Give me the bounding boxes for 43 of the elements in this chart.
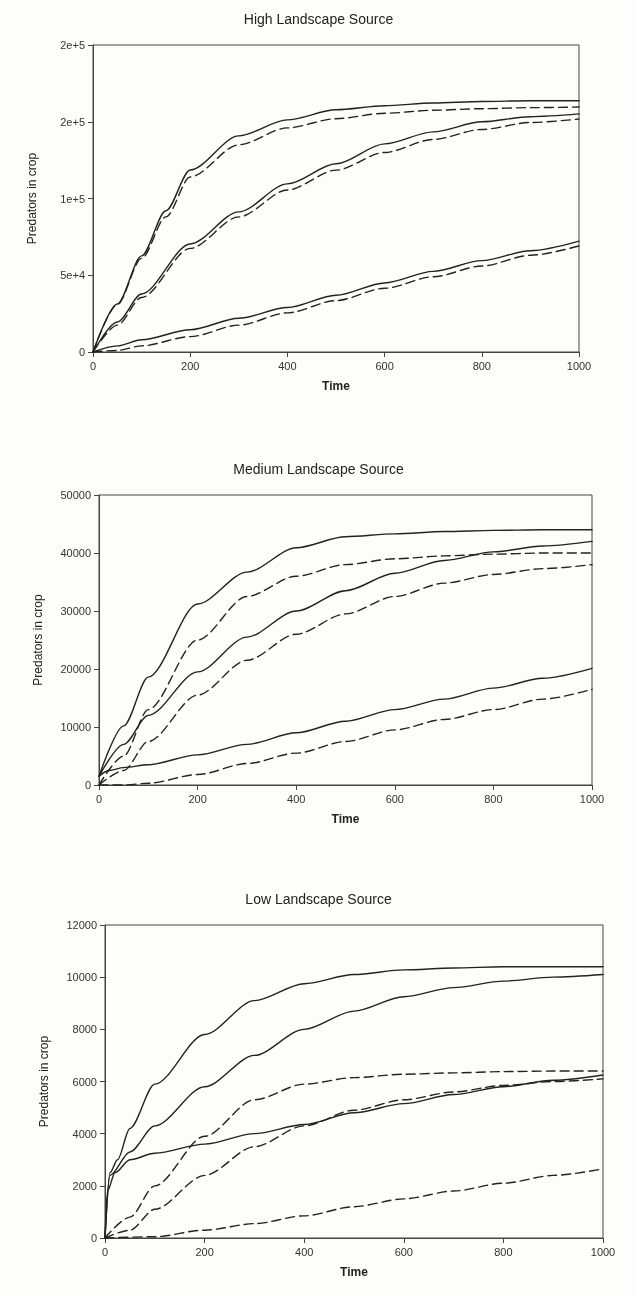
x-tick-label: 1000 (579, 792, 605, 805)
y-tick-label: 0 (78, 346, 85, 358)
x-tick-label: 200 (195, 1245, 214, 1258)
y-tick-label: 40000 (60, 547, 91, 559)
y-tick-label: 30000 (60, 605, 91, 617)
x-tick-label: 1000 (566, 359, 592, 372)
x-axis-title: Time (322, 379, 351, 393)
y-tick-label: 5e+4 (60, 269, 85, 282)
y-axis-title: Predators in crop (37, 1035, 51, 1128)
y-tick-label: 0 (84, 779, 91, 791)
x-tick-label: 600 (375, 359, 394, 372)
x-tick-label: 1000 (590, 1245, 616, 1258)
x-tick-label: 0 (101, 1245, 109, 1258)
y-tick-label: 10000 (66, 971, 97, 984)
x-tick-label: 800 (484, 792, 503, 805)
x-tick-label: 400 (295, 1245, 314, 1258)
y-axis-title: Predators in crop (31, 593, 45, 686)
x-tick-label: 800 (472, 359, 491, 372)
y-tick-label: 50000 (60, 489, 91, 501)
x-tick-label: 800 (494, 1245, 513, 1258)
x-tick-label: 600 (385, 792, 404, 805)
x-axis-title: Time (340, 1265, 369, 1279)
y-tick-label: 1e+5 (60, 192, 85, 205)
y-tick-label: 2e+5 (60, 39, 85, 51)
y-tick-label: 2000 (72, 1179, 97, 1192)
x-tick-label: 200 (181, 359, 200, 372)
x-tick-label: 600 (394, 1245, 413, 1258)
x-tick-label: 400 (278, 359, 297, 372)
y-tick-label: 20000 (60, 663, 91, 675)
x-tick-label: 200 (188, 792, 207, 805)
x-axis-title: Time (331, 812, 360, 826)
chart-title: Low Landscape Source (245, 891, 392, 907)
y-tick-label: 0 (90, 1232, 97, 1244)
chart-title: High Landscape Source (243, 11, 394, 27)
y-tick-label: 2e+5 (60, 115, 85, 128)
y-axis-title: Predators in crop (25, 152, 39, 245)
y-tick-label: 8000 (72, 1023, 97, 1036)
y-tick-label: 6000 (72, 1075, 97, 1088)
y-tick-label: 10000 (60, 721, 91, 733)
x-tick-label: 400 (287, 792, 306, 805)
chart-title: Medium Landscape Source (233, 461, 404, 477)
y-tick-label: 4000 (72, 1127, 97, 1140)
y-tick-label: 12000 (66, 919, 97, 931)
